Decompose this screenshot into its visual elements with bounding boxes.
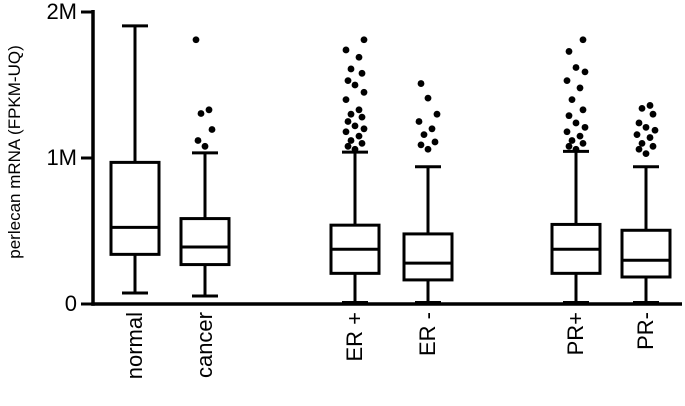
outlier-point [563, 128, 571, 136]
outlier-point [579, 36, 587, 44]
box-pr [620, 102, 672, 305]
outlier-point [360, 88, 368, 96]
outlier-point [358, 140, 366, 147]
outlier-point [565, 142, 573, 150]
outlier-point [633, 131, 641, 139]
outlier-point [360, 125, 368, 133]
outlier-point [192, 36, 200, 44]
box-series [109, 24, 672, 305]
y-axis-title: perlecan mRNA (FPKM-UQ) [5, 45, 24, 258]
outlier-point [572, 64, 580, 71]
outlier-point [355, 106, 363, 114]
outlier-point [635, 119, 643, 127]
outlier-point [208, 126, 216, 133]
outlier-point [347, 110, 355, 118]
outlier-point [563, 77, 571, 85]
iqr-box [620, 228, 672, 279]
outlier-point [572, 119, 580, 127]
outlier-point [638, 140, 646, 147]
outlier-point [351, 145, 359, 153]
y-tick-label: 1M [46, 145, 77, 170]
y-tick-label: 0 [65, 291, 77, 316]
outlier-point [358, 69, 366, 77]
x-category-label: ER - [415, 312, 440, 356]
outlier-point [649, 110, 657, 118]
outlier-point [351, 122, 359, 130]
outlier-point [197, 110, 205, 117]
outlier-point [342, 46, 350, 54]
outlier-point [205, 106, 213, 114]
outlier-point [342, 96, 350, 103]
box-er [329, 36, 381, 305]
outlier-point [635, 145, 643, 153]
outlier-point [355, 132, 363, 140]
box-normal [109, 24, 161, 295]
outlier-point [638, 104, 646, 112]
box-cancer [179, 36, 231, 298]
outlier-point [581, 68, 589, 76]
box-er [402, 80, 454, 305]
outlier-point [651, 126, 659, 134]
x-category-labels: normal cancer ER + ER - PR+ PR- [122, 312, 658, 379]
outlier-point [646, 102, 654, 109]
outlier-point [576, 84, 584, 92]
x-category-label: ER + [342, 312, 367, 362]
outlier-point [351, 81, 359, 89]
outlier-point [360, 36, 368, 44]
outlier-point [417, 141, 425, 149]
box-pr [550, 36, 602, 305]
outlier-point [344, 142, 352, 150]
outlier-point [568, 137, 576, 144]
outlier-point [568, 96, 576, 103]
outlier-point [420, 131, 428, 139]
x-category-label: cancer [192, 312, 217, 378]
outlier-point [347, 65, 355, 73]
outlier-point [431, 138, 439, 146]
x-category-label: PR- [633, 312, 658, 350]
outlier-point [565, 112, 573, 120]
iqr-box [179, 217, 231, 267]
outlier-point [424, 94, 432, 102]
outlier-point [201, 142, 209, 150]
outlier-point [415, 118, 423, 125]
outlier-point [642, 123, 650, 131]
outlier-point [565, 48, 573, 55]
iqr-box [109, 160, 161, 256]
outlier-point [576, 132, 584, 140]
outlier-point [579, 140, 587, 147]
x-category-label: PR+ [563, 312, 588, 355]
outlier-point [417, 80, 425, 87]
outlier-point [572, 145, 580, 153]
outlier-point [344, 77, 352, 85]
x-category-label: normal [122, 312, 147, 379]
outlier-point [347, 137, 355, 144]
outlier-point [355, 53, 363, 61]
outlier-point [579, 106, 587, 114]
outlier-point [581, 123, 589, 131]
outlier-point [342, 128, 350, 136]
outlier-point [344, 118, 352, 125]
outlier-point [358, 113, 366, 121]
outlier-point [646, 134, 654, 141]
y-tick-label: 2M [46, 0, 77, 24]
outlier-point [194, 137, 202, 144]
y-ticks: 0 1M 2M [46, 0, 93, 316]
outlier-point [424, 145, 432, 153]
iqr-box [402, 232, 454, 282]
outlier-point [642, 150, 650, 158]
outlier-point [428, 125, 436, 133]
outlier-point [649, 142, 657, 150]
outlier-point [433, 110, 441, 118]
